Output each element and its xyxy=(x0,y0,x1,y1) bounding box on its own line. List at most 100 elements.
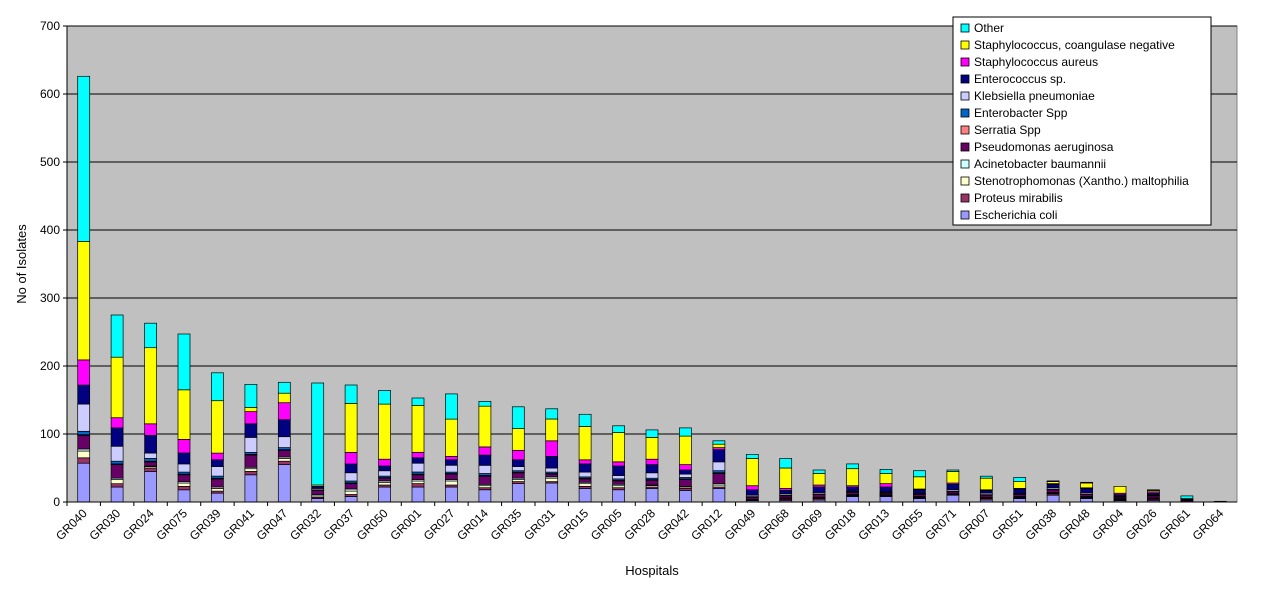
bar-segment xyxy=(244,471,258,476)
legend-swatch xyxy=(960,108,970,118)
bar-segment xyxy=(144,347,157,425)
bar-segment xyxy=(77,403,91,432)
bar-segment xyxy=(946,494,960,503)
legend-swatch xyxy=(960,40,970,50)
bar-segment xyxy=(712,443,726,448)
bar-segment xyxy=(411,452,425,459)
bar-segment xyxy=(177,489,191,503)
bar-segment xyxy=(177,463,191,473)
x-tick-label: GR039 xyxy=(187,506,224,543)
bar-segment xyxy=(712,488,726,503)
bar-segment xyxy=(144,322,157,349)
x-tick-label: GR037 xyxy=(320,506,357,543)
bar-segment xyxy=(110,314,124,358)
bar-segment xyxy=(77,462,91,503)
bar-segment xyxy=(879,496,893,503)
bar-segment xyxy=(679,427,692,437)
bar-segment xyxy=(645,472,659,479)
bar-segment xyxy=(277,458,291,462)
bar-segment xyxy=(578,486,592,489)
y-axis: 0 100 200 300 400 500 600 700 xyxy=(40,19,68,509)
bar-segment xyxy=(545,456,559,469)
bar-segment xyxy=(846,486,859,492)
legend-box xyxy=(952,16,1212,226)
bar-segment xyxy=(144,452,157,459)
bar-segment xyxy=(1080,498,1093,503)
bar-segment xyxy=(1013,488,1027,494)
bars xyxy=(77,75,1227,503)
bar-segment xyxy=(511,406,525,429)
legend-label: Enterococcus sp. xyxy=(974,72,1066,86)
legend-label: Enterobacter Spp xyxy=(974,106,1068,120)
bar-segment xyxy=(478,454,492,466)
bar-segment xyxy=(645,479,659,486)
bar-segment xyxy=(913,476,926,490)
x-tick-label: GR007 xyxy=(956,506,993,543)
bar-segment xyxy=(1046,489,1060,493)
legend-label: Klebsiella pneumoniae xyxy=(974,89,1095,103)
bar-segment xyxy=(578,459,592,465)
x-tick-label: GR013 xyxy=(855,506,892,543)
bar-segment xyxy=(177,486,191,491)
bar-segment xyxy=(712,473,726,484)
bar-segment xyxy=(1080,482,1093,489)
bar-segment xyxy=(612,425,625,433)
x-tick-label: GR015 xyxy=(554,506,591,543)
bar-segment xyxy=(244,454,258,468)
bar-segment xyxy=(545,477,559,482)
bar-segment xyxy=(578,413,592,427)
bar-segment xyxy=(478,405,492,448)
x-tick-label: GR032 xyxy=(287,506,324,543)
bar-segment xyxy=(344,463,358,474)
bar-segment xyxy=(110,460,124,465)
bar-segment xyxy=(578,426,592,461)
bar-segment xyxy=(578,471,592,478)
legend-swatch xyxy=(960,176,970,186)
bar-segment xyxy=(277,460,291,465)
bar-segment xyxy=(311,498,325,503)
bar-segment xyxy=(110,464,124,479)
bar-segment xyxy=(378,465,391,472)
bar-segment xyxy=(144,461,157,467)
bar-segment xyxy=(244,474,258,503)
bar-segment xyxy=(244,411,258,425)
bar-segment xyxy=(211,400,224,454)
bar-segment xyxy=(1080,488,1093,493)
bar-segment xyxy=(344,488,358,492)
bar-segment xyxy=(244,384,258,408)
bar-segment xyxy=(77,75,91,242)
legend-label: Proteus mirabilis xyxy=(974,191,1063,205)
bar-segment xyxy=(1147,489,1160,491)
bar-segment xyxy=(879,473,893,484)
bar-segment xyxy=(645,458,659,465)
bar-segment xyxy=(511,459,525,467)
bar-segment xyxy=(511,483,525,503)
bar-segment xyxy=(578,488,592,503)
legend-swatch xyxy=(960,57,970,67)
legend-swatch xyxy=(960,125,970,135)
bar-segment xyxy=(378,477,391,482)
bar-segment xyxy=(311,382,325,486)
bar-segment xyxy=(879,483,893,488)
legend-label: Escherichia coli xyxy=(974,208,1057,222)
x-axis-title: Hospitals xyxy=(625,563,679,578)
y-tick-label: 700 xyxy=(40,19,60,33)
bar-segment xyxy=(77,359,91,386)
bar-segment xyxy=(77,457,91,464)
bar-segment xyxy=(144,467,157,472)
bar-segment xyxy=(77,450,91,459)
bar-segment xyxy=(1046,480,1060,482)
bar-segment xyxy=(77,430,91,436)
bar-segment xyxy=(812,486,826,493)
y-tick-label: 500 xyxy=(40,155,60,169)
x-tick-label: GR051 xyxy=(989,506,1026,543)
bar-segment xyxy=(77,435,91,450)
bar-segment xyxy=(812,473,826,486)
bar-segment xyxy=(645,464,659,474)
y-tick-label: 200 xyxy=(40,359,60,373)
x-tick-label: GR018 xyxy=(822,506,859,543)
bar-segment xyxy=(110,479,124,485)
bar-segment xyxy=(545,440,559,457)
